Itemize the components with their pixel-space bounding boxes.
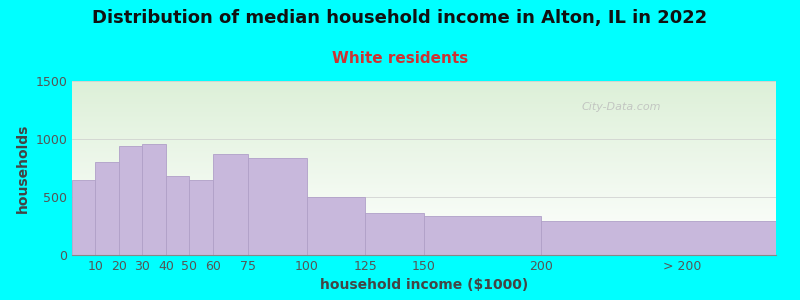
Y-axis label: households: households — [16, 123, 30, 213]
X-axis label: household income ($1000): household income ($1000) — [320, 278, 528, 292]
Bar — [424, 216, 542, 255]
Bar — [306, 197, 366, 255]
Bar — [142, 144, 166, 255]
Text: White residents: White residents — [332, 51, 468, 66]
Bar — [166, 176, 190, 255]
Bar — [366, 213, 424, 255]
Bar — [542, 221, 776, 255]
Bar — [72, 180, 95, 255]
Text: Distribution of median household income in Alton, IL in 2022: Distribution of median household income … — [92, 9, 708, 27]
Bar — [119, 146, 142, 255]
Bar — [248, 158, 306, 255]
Bar — [190, 180, 213, 255]
Bar — [213, 154, 248, 255]
Bar — [95, 162, 119, 255]
Text: City-Data.com: City-Data.com — [582, 102, 661, 112]
